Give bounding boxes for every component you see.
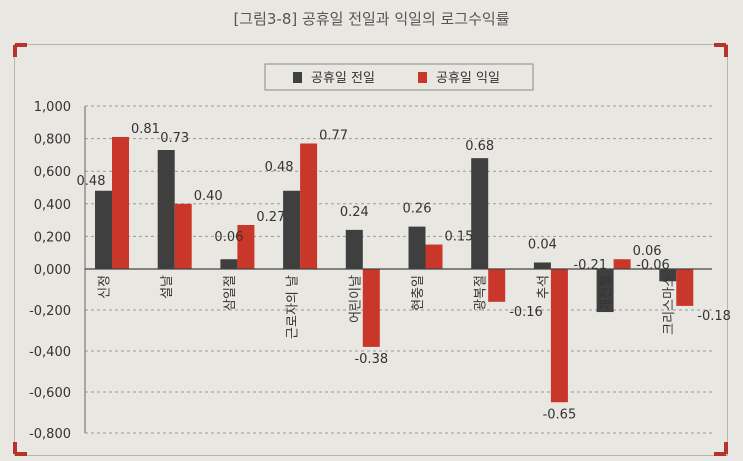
bar-s1 — [220, 259, 238, 269]
x-category-label: 어린이날 — [348, 275, 363, 323]
bar-s2 — [300, 143, 318, 269]
figure-caption: [그림3-8] 공휴일 전일과 익일의 로그수익률 — [233, 10, 510, 28]
y-tick-label: -0,600 — [29, 386, 71, 401]
corner-mark — [724, 45, 728, 57]
data-label: -0.18 — [697, 309, 731, 324]
legend-swatch-1 — [293, 72, 302, 83]
bar-s2 — [550, 269, 568, 403]
y-tick-label: 0,400 — [34, 198, 71, 213]
data-label: 0.48 — [77, 174, 106, 189]
bars — [95, 136, 694, 403]
data-label: -0.38 — [354, 352, 388, 367]
bar-s1 — [533, 262, 551, 269]
bar-s1 — [471, 158, 489, 269]
bar-s1 — [95, 190, 112, 269]
bar-s2 — [425, 244, 443, 269]
bar-s2 — [613, 259, 631, 269]
y-tick-label: 1,000 — [34, 100, 71, 115]
x-category-label: 신정 — [98, 275, 113, 299]
data-label: -0.16 — [509, 305, 543, 320]
x-category-label: 삼일절 — [223, 275, 238, 311]
data-label: 0.48 — [265, 160, 294, 175]
corner-mark — [13, 45, 17, 57]
bar-s1 — [283, 190, 301, 269]
data-label: -0.21 — [573, 258, 607, 273]
x-category-label: 개천절 — [599, 275, 614, 311]
y-tick-label: 0,800 — [34, 133, 71, 148]
x-category-label: 광복절 — [474, 275, 489, 311]
bar-s1 — [596, 269, 614, 313]
y-tick-label: 0,200 — [34, 230, 71, 245]
x-category-label: 설날 — [160, 275, 175, 299]
data-label: -0.06 — [636, 258, 670, 273]
chart-frame — [14, 44, 728, 456]
legend-label-1: 공휴일 전일 — [311, 71, 375, 86]
x-category-label: 크리스마스 — [662, 275, 677, 335]
corner-mark — [13, 442, 17, 454]
y-tick-label: -0,200 — [29, 304, 71, 319]
bar-s2 — [174, 203, 192, 269]
data-label: 0.81 — [131, 122, 160, 137]
bar-s2 — [488, 269, 506, 302]
corner-mark — [714, 452, 726, 456]
data-label: 0.04 — [528, 237, 557, 252]
bar-s1 — [659, 269, 677, 282]
corner-mark — [724, 442, 728, 454]
corner-marks — [13, 43, 728, 456]
data-label: 0.06 — [633, 244, 662, 259]
bar-s1 — [157, 150, 175, 269]
data-labels: 0.48 0.810.73 0.40 0.06 0.27 0.48 0.77 0.24 -0.3… — [77, 122, 731, 422]
x-category-label: 근로자의 날 — [286, 275, 301, 339]
data-label: -0.65 — [543, 407, 577, 422]
bar-s2 — [676, 269, 694, 306]
y-axis: 1,000 0,800 0,600 0,400 0,200 0,000 -0,200 -0,4… — [29, 100, 86, 442]
data-label: 0.77 — [319, 128, 348, 143]
data-label: 0.27 — [256, 210, 285, 225]
data-label: 0.73 — [160, 131, 189, 146]
x-category-label: 추석 — [536, 275, 551, 299]
bar-s1 — [345, 229, 363, 269]
y-tick-label: -0,400 — [29, 345, 71, 360]
legend-swatch-2 — [418, 72, 427, 83]
corner-mark — [15, 43, 27, 47]
bar-s2 — [237, 224, 255, 269]
y-tick-label: 0,000 — [34, 263, 71, 278]
bar-s1 — [408, 226, 426, 269]
data-label: 0.40 — [194, 189, 223, 204]
legend-label-2: 공휴일 익일 — [436, 71, 500, 86]
corner-mark — [15, 452, 27, 456]
data-label: 0.68 — [465, 139, 494, 154]
y-tick-label: -0,800 — [29, 427, 71, 442]
data-label: 0.15 — [445, 230, 474, 245]
bar-s2 — [112, 136, 129, 269]
y-tick-label: 0,600 — [34, 165, 71, 180]
legend-box — [264, 63, 534, 91]
bar-s2 — [362, 269, 380, 347]
data-label: 0.24 — [340, 205, 369, 220]
corner-mark — [714, 43, 726, 47]
data-label: 0.26 — [403, 202, 432, 217]
data-label: 0.06 — [214, 230, 243, 245]
x-axis: 신정 설날 삼일절 근로자의 날 어린이날 현충일 광복절 추석 개천절 크리스마스 — [98, 275, 677, 339]
legend: 공휴일 전일 공휴일 익일 — [264, 63, 534, 91]
x-category-label: 현충일 — [411, 275, 426, 311]
